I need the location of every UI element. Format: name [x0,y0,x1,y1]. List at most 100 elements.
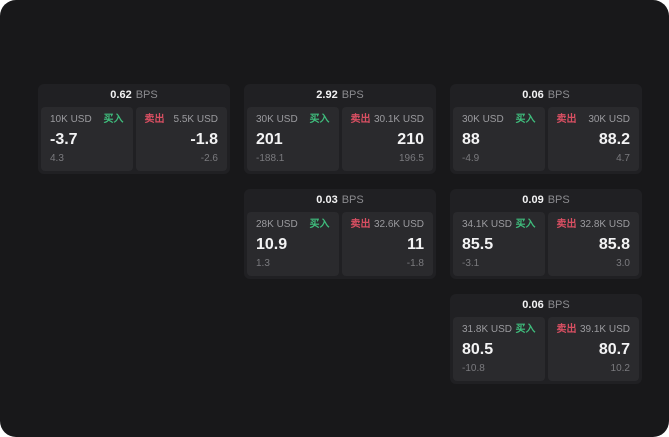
bps-value: 0.03 [316,194,338,206]
sell-tile-top: 卖出 5.5K USD [145,115,219,125]
buy-amount-label: 31.8K USD [462,324,513,335]
buy-amount-label: 34.1K USD [462,219,513,230]
buy-price: 201 [256,130,283,148]
sell-tile[interactable]: 卖出 5.5K USD -1.8 -2.6 [135,107,227,171]
buy-change: -3.1 [462,258,480,269]
sell-side-label: 卖出 [556,324,577,335]
sell-change: 10.2 [610,363,630,374]
card-body: 31.8K USD 买入 80.5 -10.8 卖出 39.1K USD 80.… [450,317,642,384]
buy-tile[interactable]: 10K USD 买入 -3.7 4.3 [41,107,133,171]
sell-tile[interactable]: 卖出 39.1K USD 80.7 10.2 [547,317,639,381]
bps-value: 0.06 [522,299,544,311]
sell-change: 3.0 [616,258,630,269]
sell-amount-label: 32.6K USD [373,219,424,230]
bps-value: 0.09 [522,194,544,206]
sell-tile-top: 卖出 39.1K USD [557,325,631,335]
bps-header: 0.09 BPS [450,189,642,212]
bps-header: 0.06 BPS [450,84,642,107]
sell-amount-label: 30.1K USD [373,114,424,125]
bps-unit: BPS [341,194,364,206]
buy-side-label: 买入 [309,219,330,230]
bps-header: 0.06 BPS [450,294,642,317]
buy-tile-top: 30K USD 买入 [256,115,330,125]
buy-price: 85.5 [462,235,494,253]
card-body: 30K USD 买入 88 -4.9 卖出 30K USD 88.2 4.7 [450,107,642,174]
sell-change: -1.8 [406,258,424,269]
card-body: 10K USD 买入 -3.7 4.3 卖出 5.5K USD -1.8 -2.… [38,107,230,174]
buy-price: 80.5 [462,340,494,358]
buy-tile[interactable]: 34.1K USD 买入 85.5 -3.1 [453,212,545,276]
sell-amount-label: 5.5K USD [173,114,218,125]
sell-change: 4.7 [616,153,630,164]
price-card: 0.06 BPS 31.8K USD 买入 80.5 -10.8 卖出 39.1… [450,294,642,384]
sell-tile-top: 卖出 30K USD [557,115,631,125]
buy-change: -10.8 [462,363,485,374]
buy-tile-top: 28K USD 买入 [256,220,330,230]
sell-change: -2.6 [200,153,218,164]
sell-side-label: 卖出 [350,114,371,125]
buy-amount-label: 30K USD [256,114,298,125]
price-cards-grid: 0.62 BPS 10K USD 买入 -3.7 4.3 卖出 5.5K USD [38,84,642,384]
price-card: 2.92 BPS 30K USD 买入 201 -188.1 卖出 30.1K … [244,84,436,174]
card-body: 30K USD 买入 201 -188.1 卖出 30.1K USD 210 1… [244,107,436,174]
bps-unit: BPS [135,89,158,101]
buy-tile-top: 30K USD 买入 [462,115,536,125]
buy-change: -188.1 [256,153,285,164]
price-card: 0.03 BPS 28K USD 买入 10.9 1.3 卖出 32.6K US… [244,189,436,279]
buy-tile[interactable]: 30K USD 买入 201 -188.1 [247,107,339,171]
bps-unit: BPS [547,89,570,101]
sell-side-label: 卖出 [556,114,577,125]
buy-price: -3.7 [50,130,78,148]
bps-value: 0.06 [522,89,544,101]
card-body: 34.1K USD 买入 85.5 -3.1 卖出 32.8K USD 85.8… [450,212,642,279]
bps-unit: BPS [547,299,570,311]
sell-tile[interactable]: 卖出 30K USD 88.2 4.7 [547,107,639,171]
bps-header: 0.03 BPS [244,189,436,212]
sell-tile[interactable]: 卖出 30.1K USD 210 196.5 [341,107,433,171]
buy-amount-label: 30K USD [462,114,504,125]
price-card: 0.62 BPS 10K USD 买入 -3.7 4.3 卖出 5.5K USD [38,84,230,174]
price-card: 0.09 BPS 34.1K USD 买入 85.5 -3.1 卖出 32.8K… [450,189,642,279]
buy-side-label: 买入 [103,114,124,125]
sell-side-label: 卖出 [144,114,165,125]
buy-change: 1.3 [256,258,270,269]
buy-side-label: 买入 [309,114,330,125]
buy-side-label: 买入 [515,114,536,125]
bps-header: 0.62 BPS [38,84,230,107]
sell-price: 210 [397,130,424,148]
sell-tile[interactable]: 卖出 32.6K USD 11 -1.8 [341,212,433,276]
sell-amount-label: 30K USD [588,114,630,125]
bps-unit: BPS [341,89,364,101]
buy-price: 88 [462,130,480,148]
sell-price: 85.8 [598,235,630,253]
buy-tile[interactable]: 31.8K USD 买入 80.5 -10.8 [453,317,545,381]
sell-price: 88.2 [598,130,630,148]
buy-tile[interactable]: 30K USD 买入 88 -4.9 [453,107,545,171]
sell-amount-label: 32.8K USD [579,219,630,230]
buy-side-label: 买入 [515,219,536,230]
buy-tile-top: 34.1K USD 买入 [462,220,536,230]
sell-side-label: 卖出 [350,219,371,230]
buy-price: 10.9 [256,235,288,253]
buy-tile-top: 10K USD 买入 [50,115,124,125]
sell-change: 196.5 [398,153,424,164]
sell-amount-label: 39.1K USD [579,324,630,335]
card-body: 28K USD 买入 10.9 1.3 卖出 32.6K USD 11 -1.8 [244,212,436,279]
bps-value: 0.62 [110,89,132,101]
bps-header: 2.92 BPS [244,84,436,107]
sell-tile-top: 卖出 30.1K USD [351,115,425,125]
buy-side-label: 买入 [515,324,536,335]
buy-tile-top: 31.8K USD 买入 [462,325,536,335]
sell-price: -1.8 [190,130,218,148]
bps-unit: BPS [547,194,570,206]
sell-price: 80.7 [598,340,630,358]
sell-tile-top: 卖出 32.6K USD [351,220,425,230]
buy-change: -4.9 [462,153,480,164]
buy-change: 4.3 [50,153,64,164]
buy-amount-label: 28K USD [256,219,298,230]
buy-tile[interactable]: 28K USD 买入 10.9 1.3 [247,212,339,276]
bps-value: 2.92 [316,89,338,101]
buy-amount-label: 10K USD [50,114,92,125]
sell-tile[interactable]: 卖出 32.8K USD 85.8 3.0 [547,212,639,276]
